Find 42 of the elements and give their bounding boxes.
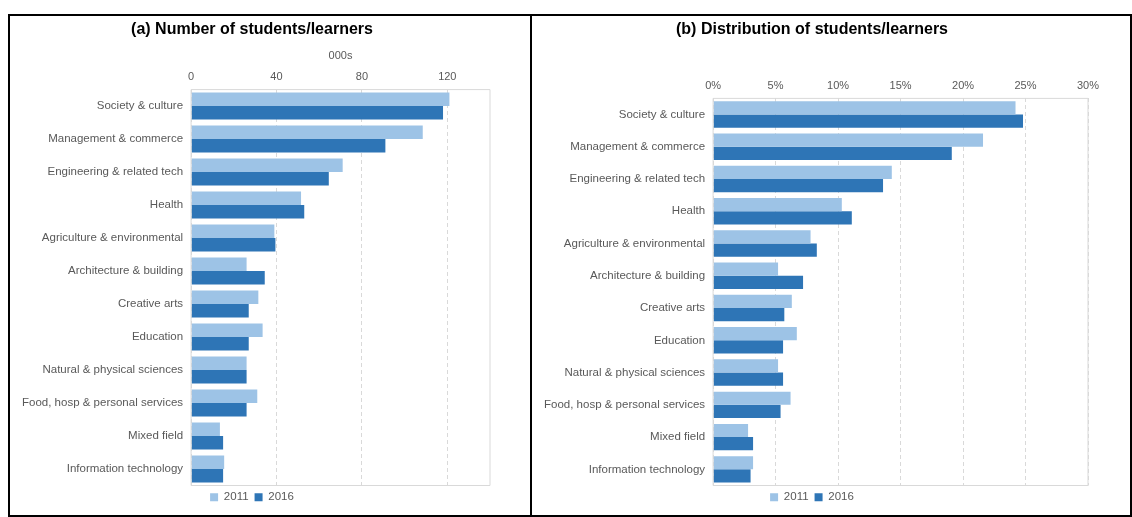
y-tick-label: Management & commerce: [570, 139, 706, 152]
x-tick-label: 0: [188, 70, 195, 83]
y-tick-label: Society & culture: [618, 107, 706, 120]
x-tick-label: 30%: [1076, 78, 1100, 91]
x-tick-label: 5%: [767, 78, 784, 91]
x-tick-label: 40: [270, 70, 283, 83]
x-tick-label: 20%: [952, 78, 975, 91]
y-tick-label: Engineering & related tech: [47, 165, 184, 178]
y-tick-label: Creative arts: [117, 297, 184, 310]
legend-label: 2016: [828, 490, 854, 503]
legend-label: 2016: [268, 490, 294, 503]
y-tick-label: Management & commerce: [48, 132, 184, 145]
y-tick-label: Society & culture: [96, 99, 184, 112]
y-tick-label: Health: [149, 198, 184, 211]
chart-title: (a) Number of students/learners: [131, 20, 374, 38]
x-tick-label: 80: [355, 70, 369, 83]
x-axis-title: 000s: [328, 48, 353, 61]
y-tick-label: Information technology: [588, 462, 706, 475]
y-tick-label: Health: [671, 204, 706, 217]
y-tick-label: Natural & physical sciences: [564, 365, 706, 378]
y-tick-label: Food, hosp & personal services: [543, 398, 706, 411]
x-tick-label: 15%: [889, 78, 912, 91]
y-tick-label: Education: [131, 330, 184, 343]
y-tick-label: Mixed field: [128, 429, 184, 442]
x-tick-label: 0%: [705, 78, 722, 91]
y-tick-label: Engineering & related tech: [569, 172, 706, 185]
chart-title: (b) Distribution of students/learners: [675, 20, 949, 38]
y-tick-label: Architecture & building: [590, 268, 706, 281]
y-tick-label: Creative arts: [639, 301, 706, 314]
legend-label: 2011: [783, 490, 809, 503]
x-tick-label: 10%: [827, 78, 850, 91]
y-tick-label: Food, hosp & personal services: [21, 396, 184, 409]
y-tick-label: Agriculture & environmental: [563, 236, 706, 249]
y-tick-label: Information technology: [66, 462, 184, 475]
y-tick-label: Architecture & building: [68, 264, 184, 277]
y-tick-label: Mixed field: [650, 430, 706, 443]
y-tick-label: Agriculture & environmental: [41, 231, 184, 244]
x-tick-label: 120: [438, 70, 457, 83]
legend-label: 2011: [223, 490, 249, 503]
x-tick-label: 25%: [1014, 78, 1037, 91]
y-tick-label: Natural & physical sciences: [42, 363, 184, 376]
y-tick-label: Education: [653, 333, 706, 346]
